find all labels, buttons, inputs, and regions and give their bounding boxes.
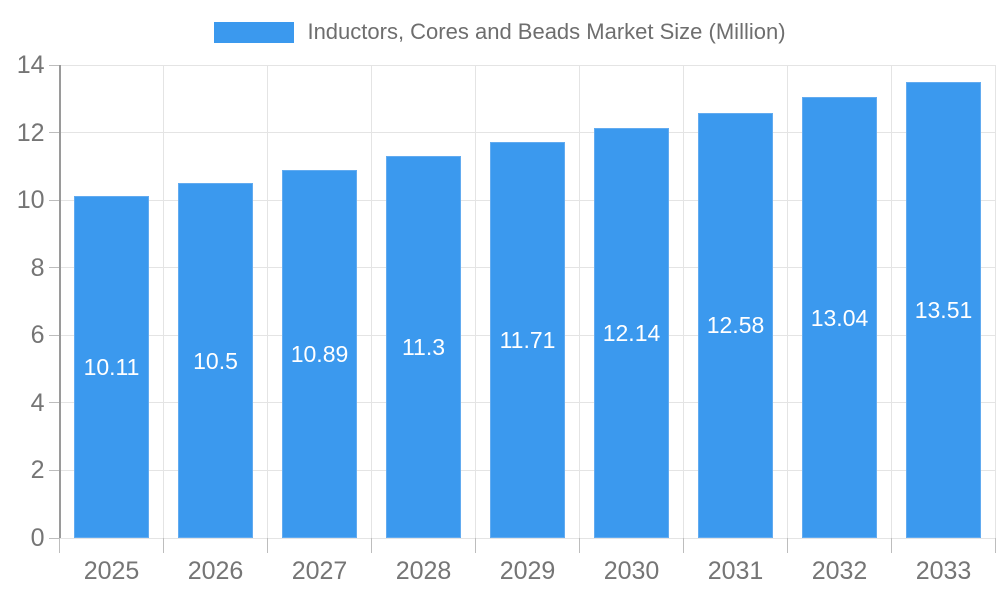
bar-value-label: 13.04 [810,304,869,331]
x-gridline [995,65,996,538]
bar-value-label: 12.58 [706,312,765,339]
bar-2031[interactable]: 12.58 [698,112,773,538]
x-gridline [267,65,268,538]
y-tick-label: 6 [30,321,45,350]
x-tick-label: 2031 [707,557,764,585]
y-tick-label: 10 [16,186,45,215]
bar-value-label: 11.3 [401,334,446,361]
y-tick [48,334,60,336]
bar-2026[interactable]: 10.5 [178,183,253,538]
x-tick-label: 2028 [395,557,452,585]
bar-2030[interactable]: 12.14 [594,127,669,538]
chart-legend[interactable]: Inductors, Cores and Beads Market Size (… [0,14,1000,50]
x-tick [267,538,268,553]
x-tick-label: 2032 [811,557,868,585]
y-tick [48,132,60,134]
chart-title: Inductors, Cores and Beads Market Size (… [307,19,786,44]
x-tick [891,538,892,553]
legend-swatch[interactable] [214,21,295,43]
x-gridline [163,65,164,538]
x-tick [787,538,788,553]
y-tick [48,469,60,471]
bar-value-label: 12.14 [602,319,661,346]
x-gridline [683,65,684,538]
x-gridline [579,65,580,538]
x-gridline [787,65,788,538]
y-tick-label: 2 [30,456,45,485]
bar-2025[interactable]: 10.11 [74,196,149,538]
y-gridline [59,537,996,539]
x-tick-label: 2029 [499,557,556,585]
y-tick-label: 0 [30,524,45,552]
y-tick [48,64,60,66]
y-tick-label: 8 [30,253,45,282]
bar-2032[interactable]: 13.04 [802,97,877,538]
bar-2033[interactable]: 13.51 [906,81,981,538]
y-axis-line [58,65,61,538]
y-gridline [59,64,996,66]
x-tick [579,538,580,553]
y-gridline [59,132,996,134]
y-tick-label: 14 [16,51,45,79]
x-gridline [371,65,372,538]
x-tick [371,538,372,553]
x-tick [59,538,60,553]
x-tick-label: 2025 [83,557,140,585]
bar-value-label: 13.51 [914,296,973,323]
x-tick-label: 2027 [291,557,348,585]
bar-2029[interactable]: 11.71 [490,142,565,538]
x-tick [163,538,164,553]
x-gridline [891,65,892,538]
x-tick-label: 2033 [915,557,972,585]
x-gridline [475,65,476,538]
x-tick-label: 2026 [187,557,244,585]
bar-value-label: 10.11 [83,354,140,381]
x-tick [995,538,996,553]
y-tick [48,267,60,269]
bar-2027[interactable]: 10.89 [282,170,357,538]
x-tick [475,538,476,553]
y-tick [48,402,60,404]
y-tick-label: 4 [30,388,45,417]
y-tick [48,537,60,539]
bar-value-label: 10.89 [290,341,349,368]
y-tick [48,199,60,201]
x-tick [683,538,684,553]
bar-2028[interactable]: 11.3 [386,156,461,538]
y-tick-label: 12 [16,118,45,147]
bar-value-label: 11.71 [499,327,556,354]
x-tick-label: 2030 [603,557,660,585]
bar-value-label: 10.5 [193,347,238,374]
